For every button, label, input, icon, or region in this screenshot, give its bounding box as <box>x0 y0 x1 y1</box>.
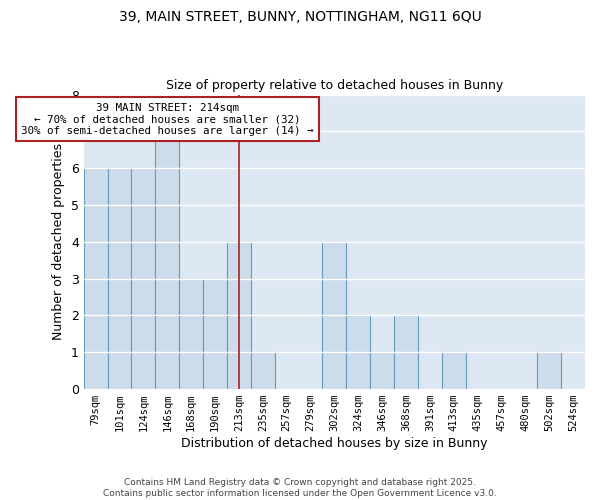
Text: 39, MAIN STREET, BUNNY, NOTTINGHAM, NG11 6QU: 39, MAIN STREET, BUNNY, NOTTINGHAM, NG11… <box>119 10 481 24</box>
Bar <box>107 168 131 389</box>
Bar <box>155 132 179 389</box>
Title: Size of property relative to detached houses in Bunny: Size of property relative to detached ho… <box>166 79 503 92</box>
Bar <box>251 352 275 389</box>
Text: Contains HM Land Registry data © Crown copyright and database right 2025.
Contai: Contains HM Land Registry data © Crown c… <box>103 478 497 498</box>
Bar <box>179 278 203 389</box>
Bar <box>537 352 561 389</box>
Bar <box>370 352 394 389</box>
Bar <box>131 168 155 389</box>
Text: 39 MAIN STREET: 214sqm  
← 70% of detached houses are smaller (32)
30% of semi-d: 39 MAIN STREET: 214sqm ← 70% of detached… <box>21 102 314 136</box>
Bar <box>227 242 251 389</box>
Bar <box>346 316 370 389</box>
Bar <box>84 168 107 389</box>
X-axis label: Distribution of detached houses by size in Bunny: Distribution of detached houses by size … <box>181 437 488 450</box>
Y-axis label: Number of detached properties: Number of detached properties <box>52 144 65 340</box>
Bar <box>442 352 466 389</box>
Bar <box>203 278 227 389</box>
Bar <box>394 316 418 389</box>
Bar <box>322 242 346 389</box>
